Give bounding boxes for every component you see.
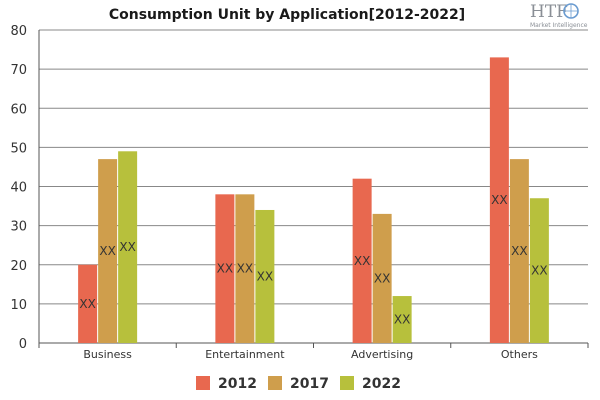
bar-2022: [529, 198, 549, 343]
legend-swatch-2022: [340, 376, 354, 390]
data-label: XX: [394, 313, 410, 327]
y-tick-label: 0: [19, 337, 27, 352]
data-label: XX: [531, 264, 547, 278]
data-label: XX: [511, 244, 527, 258]
data-labels: XX XX XX XX XX XX XX XX XX XX XX XX: [79, 193, 547, 326]
legend-label: 2012: [218, 376, 257, 392]
bars: [78, 57, 549, 343]
legend-swatch-2012: [196, 376, 210, 390]
bar-2017: [372, 213, 392, 343]
data-label: XX: [354, 254, 370, 268]
bar-2017: [235, 194, 255, 343]
logo-text: HTF: [530, 2, 568, 22]
legend-swatch-2017: [268, 376, 282, 390]
legend: 2012 2017 2022: [196, 376, 401, 392]
bar-2017: [509, 159, 529, 343]
bar-2022: [392, 296, 412, 343]
bar-2022: [118, 151, 138, 343]
data-label: XX: [374, 271, 390, 285]
data-label: XX: [257, 269, 273, 283]
data-label: XX: [491, 193, 507, 207]
bar-2012: [78, 264, 98, 343]
y-tick-label: 40: [10, 181, 27, 196]
bar-2012: [489, 57, 509, 343]
legend-label: 2022: [362, 376, 401, 392]
data-label: XX: [237, 262, 253, 276]
legend-label: 2017: [290, 376, 329, 392]
y-tick-label: 80: [10, 24, 27, 39]
y-tick-label: 50: [10, 141, 27, 156]
data-label: XX: [119, 240, 135, 254]
bar-2012: [352, 178, 372, 343]
bar-2017: [98, 159, 118, 343]
y-tick-label: 30: [10, 220, 27, 235]
bar-2022: [255, 209, 275, 343]
x-category-label: Advertising: [351, 348, 413, 361]
x-category-label: Business: [83, 348, 132, 361]
y-tick-label: 20: [10, 259, 27, 274]
data-label: XX: [99, 244, 115, 258]
chart-title: Consumption Unit by Application[2012-202…: [109, 7, 465, 23]
x-category-label: Entertainment: [205, 348, 285, 361]
y-tick-label: 70: [10, 63, 27, 78]
y-tick-label: 60: [10, 102, 27, 117]
bar-2012: [215, 194, 235, 343]
globe-lines: [564, 4, 578, 18]
logo-tagline: Market Intelligence: [530, 22, 588, 29]
htf-logo: HTF Market Intelligence: [530, 2, 588, 29]
y-tick-label: 10: [10, 298, 27, 313]
x-category-label: Others: [501, 348, 538, 361]
data-label: XX: [79, 297, 95, 311]
data-label: XX: [217, 262, 233, 276]
